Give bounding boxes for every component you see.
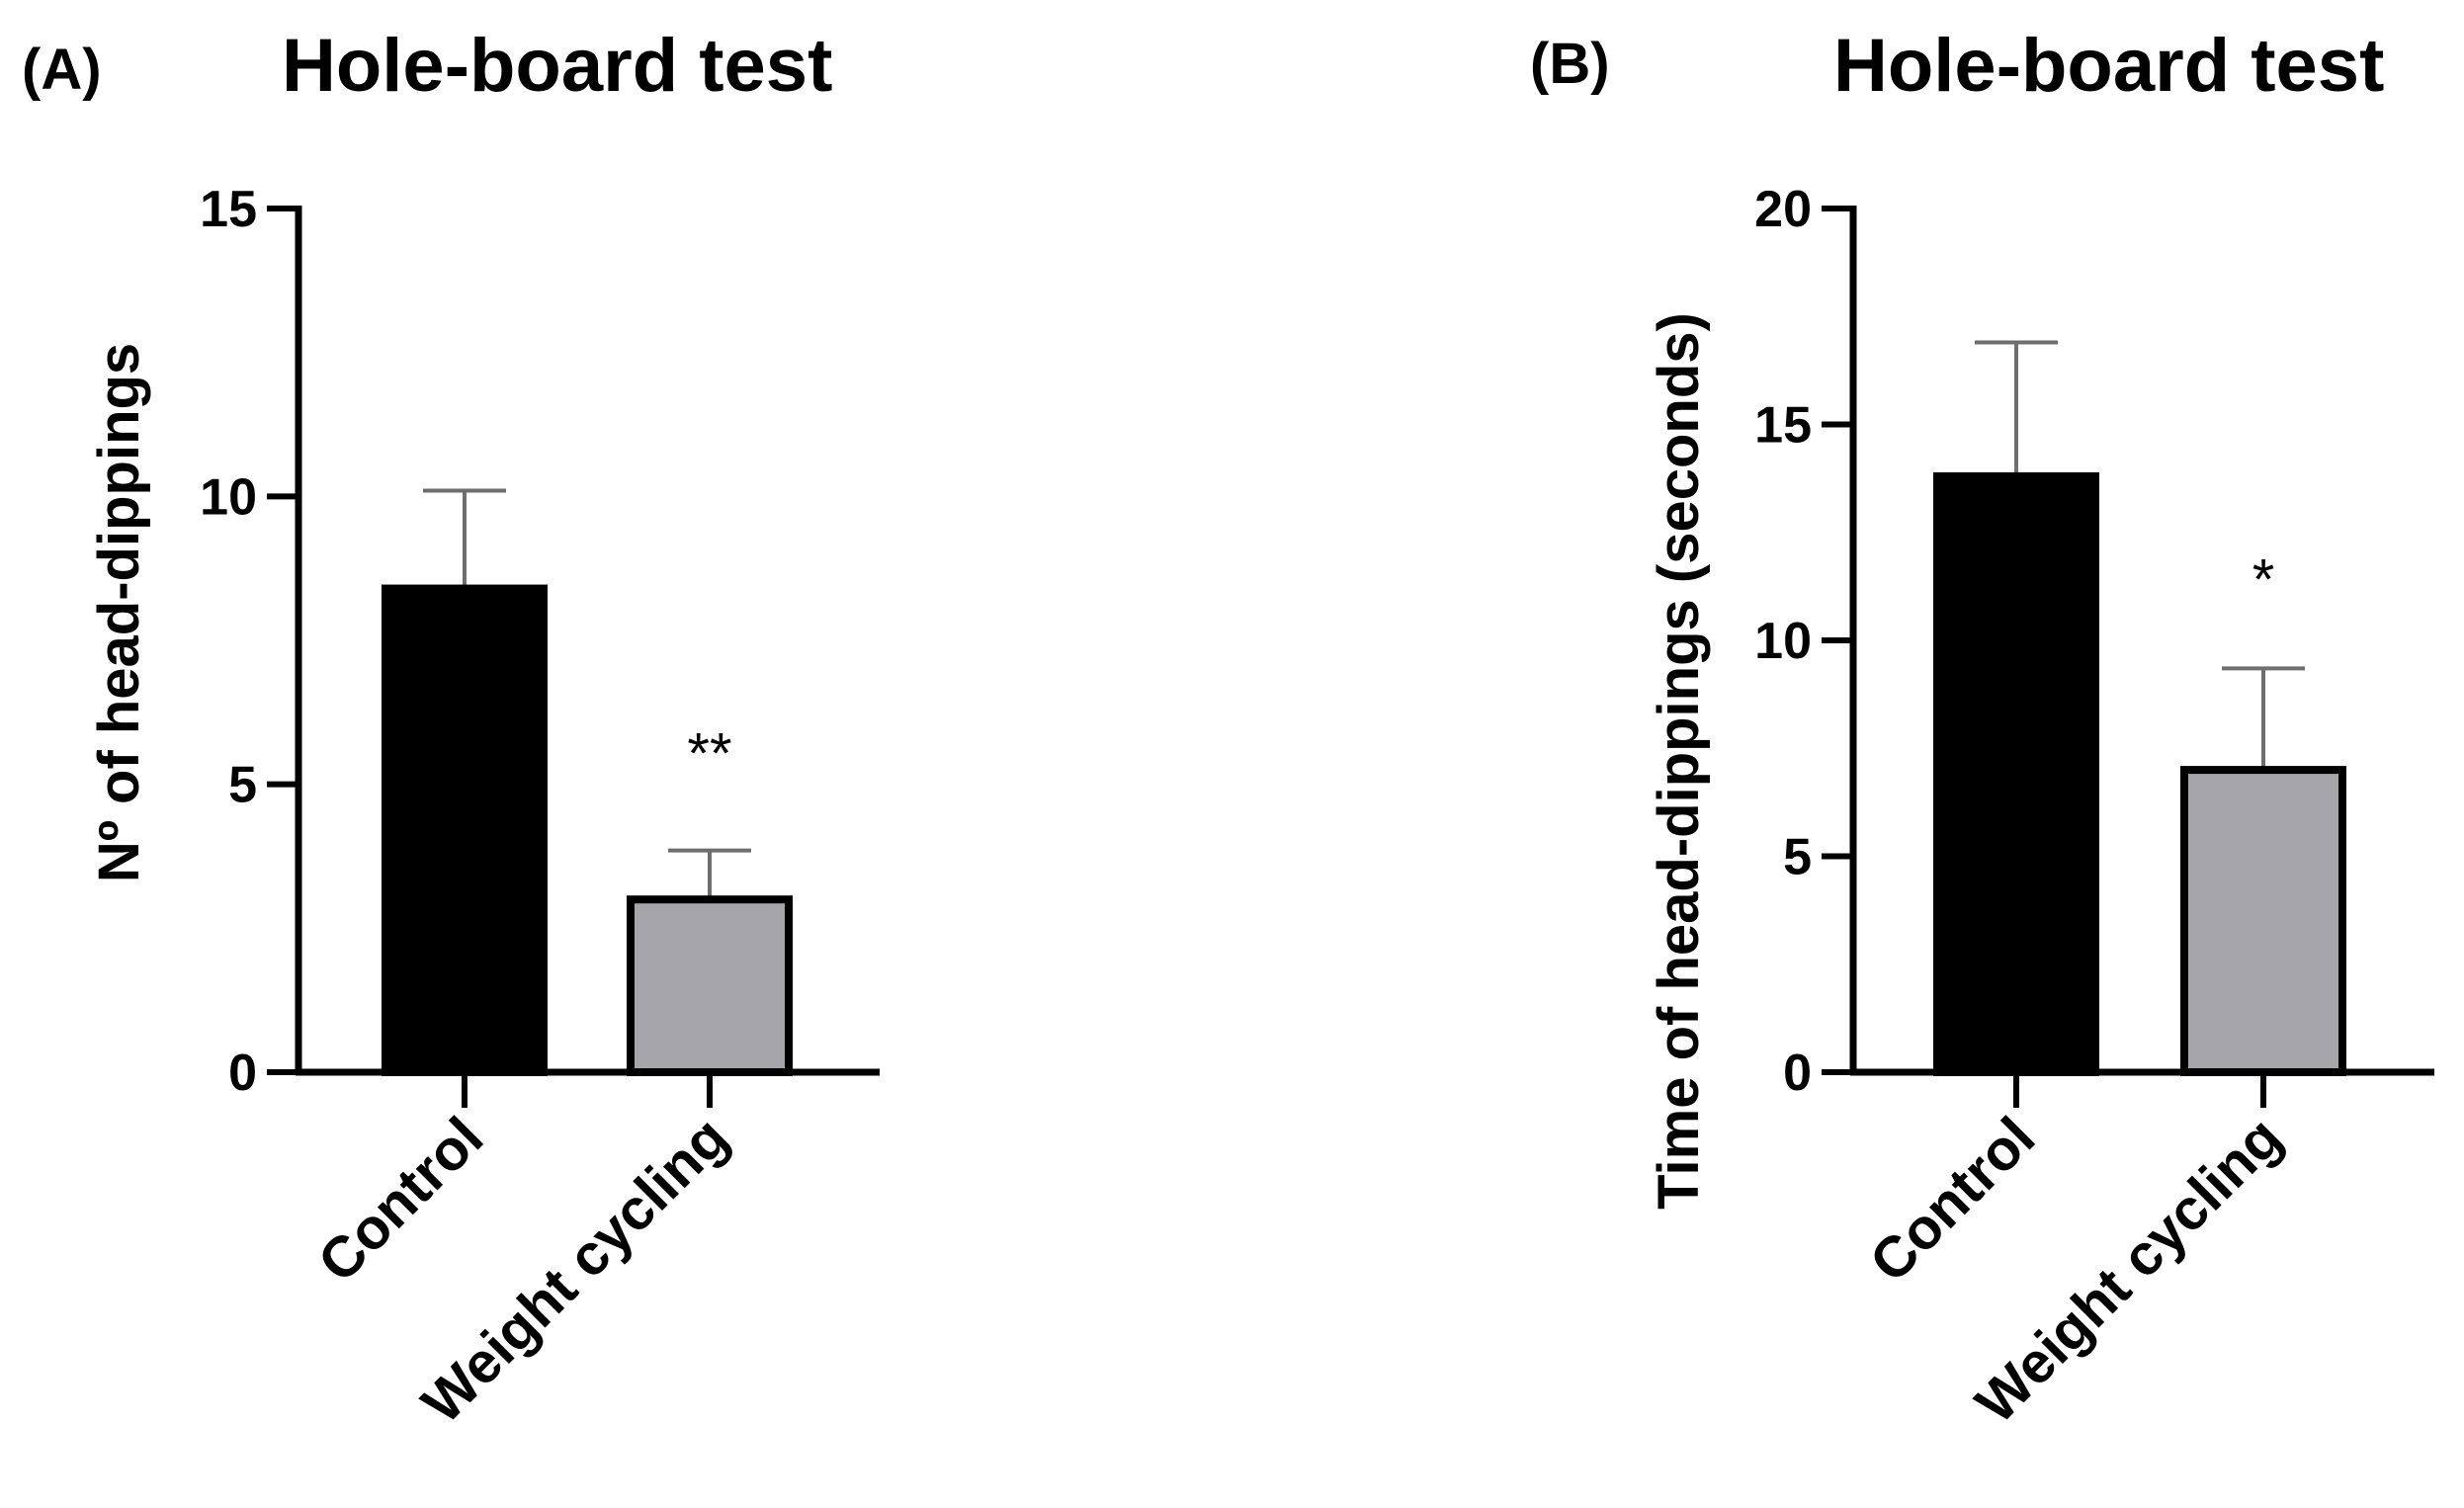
panel-b-y-tick-label: 0 [1783,1045,1812,1102]
panel-b-bar-control [1933,471,2099,1076]
panel-b-title: Hole-board test [1833,24,2384,108]
panel-b: (B) Hole-board test Time of head-dipping… [1530,24,2434,1436]
panel-a-y-tick-label: 10 [200,468,257,526]
panel-b-bar-weight-cycling [2180,766,2346,1076]
panel-b-y-tick-label: 15 [1754,397,1812,455]
panel-a-bar-weight-cycling [627,895,793,1077]
panel-b-label: (B) [1530,32,1610,96]
panel-b-y-tick-label: 20 [1754,181,1812,238]
panel-b-significance-marker: * [2252,547,2275,612]
panel-a-y-tick-label: 0 [228,1045,257,1102]
panel-a-significance-marker: ** [687,722,731,787]
panel-a-bar-control [382,584,548,1076]
panel-b-category-label: Control [1857,1105,2047,1295]
panel-a-y-tick-label: 15 [200,181,257,238]
panel-b-y-tick-label: 5 [1783,829,1812,886]
panel-a-y-tick-label: 5 [228,757,257,814]
panel-b-y-tick-label: 10 [1754,613,1812,670]
panel-a-label: (A) [22,38,102,102]
panel-a: (A) Hole-board test Nº of head-dippings … [22,24,880,1436]
panel-a-category-label: Control [305,1105,495,1295]
panel-b-y-axis-title: Time of head-dippings (seconds) [1647,312,1711,1210]
panel-a-title: Hole-board test [282,24,832,108]
panel-a-y-axis-title: Nº of head-dippings [87,343,151,882]
